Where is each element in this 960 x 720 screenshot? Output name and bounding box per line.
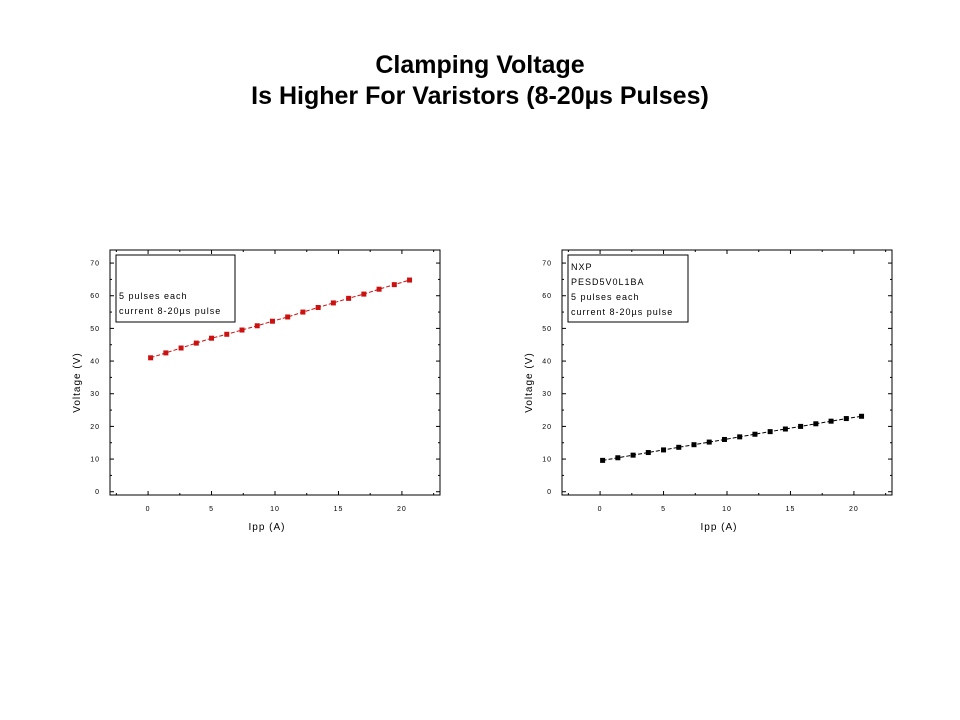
x-tick-label: 20	[849, 506, 859, 513]
x-tick-label: 15	[334, 506, 344, 513]
data-point	[798, 423, 804, 429]
y-tick-label: 70	[90, 261, 100, 268]
data-point	[813, 421, 819, 427]
series-line	[150, 279, 410, 359]
legend-line: NXP	[571, 262, 593, 272]
data-point	[645, 450, 651, 456]
y-tick-label: 10	[90, 457, 100, 464]
data-point	[193, 340, 199, 346]
data-point	[615, 455, 621, 461]
slide-title: Clamping Voltage Is Higher For Varistors…	[0, 50, 960, 112]
legend-line: current 8-20µs pulse	[571, 307, 673, 317]
x-tick-label: 10	[270, 506, 280, 513]
data-point	[600, 457, 606, 463]
data-point	[239, 327, 245, 333]
data-point	[828, 418, 834, 424]
y-tick-label: 0	[95, 489, 100, 496]
data-point	[407, 277, 413, 283]
slide-title-line-1: Clamping Voltage	[375, 51, 585, 79]
legend-box	[567, 254, 689, 323]
y-axis-label: Voltage (V)	[524, 352, 535, 412]
slide-title-line-2: Is Higher For Varistors (8-20µs Pulses)	[251, 82, 709, 110]
data-point	[224, 331, 230, 337]
x-tick-label: 5	[661, 506, 666, 513]
series-line	[602, 415, 862, 461]
y-tick-label: 30	[542, 391, 552, 398]
y-tick-label: 40	[90, 359, 100, 366]
y-tick-label: 40	[542, 359, 552, 366]
data-point	[391, 282, 397, 288]
data-point	[315, 304, 321, 310]
legend-line: current 8-20µs pulse	[119, 306, 221, 316]
data-point	[300, 309, 306, 315]
y-tick-label: 70	[542, 261, 552, 268]
y-axis-label: Voltage (V)	[72, 352, 83, 412]
x-tick-label: 10	[722, 506, 732, 513]
data-point	[859, 413, 865, 419]
x-tick-label: 15	[786, 506, 796, 513]
data-point	[630, 452, 636, 458]
data-point	[752, 431, 758, 437]
legend-line: 5 pulses each	[119, 291, 188, 301]
data-point	[767, 429, 773, 435]
x-tick-label: 20	[397, 506, 407, 513]
y-tick-label: 10	[542, 457, 552, 464]
data-point	[209, 335, 215, 341]
y-tick-label: 20	[90, 424, 100, 431]
y-tick-label: 20	[542, 424, 552, 431]
data-point	[285, 314, 291, 320]
data-point	[691, 442, 697, 448]
data-point	[376, 286, 382, 292]
y-tick-label: 60	[90, 293, 100, 300]
data-point	[737, 434, 743, 440]
x-tick-label: 5	[209, 506, 214, 513]
x-axis-label: Ipp (A)	[700, 522, 737, 533]
data-point	[163, 350, 169, 356]
data-point	[361, 291, 367, 297]
data-point	[346, 295, 352, 301]
data-point	[676, 444, 682, 450]
y-tick-label: 60	[542, 293, 552, 300]
y-tick-label: 50	[90, 326, 100, 333]
data-point	[843, 416, 849, 422]
y-tick-label: 30	[90, 391, 100, 398]
data-point	[706, 439, 712, 445]
data-point	[661, 447, 667, 453]
y-tick-label: 50	[542, 326, 552, 333]
data-point	[782, 426, 788, 432]
data-point	[330, 300, 336, 306]
data-point	[269, 318, 275, 324]
x-axis-label: Ipp (A)	[248, 522, 285, 533]
data-point	[178, 345, 184, 351]
legend-line: PESD5V0L1BA	[571, 277, 645, 287]
legend-box	[115, 254, 236, 323]
data-point	[254, 323, 260, 329]
y-tick-label: 0	[547, 489, 552, 496]
x-tick-label: 0	[146, 506, 151, 513]
x-tick-label: 0	[598, 506, 603, 513]
data-point	[148, 355, 154, 361]
data-point	[721, 436, 727, 442]
legend-line: 5 pulses each	[571, 292, 640, 302]
